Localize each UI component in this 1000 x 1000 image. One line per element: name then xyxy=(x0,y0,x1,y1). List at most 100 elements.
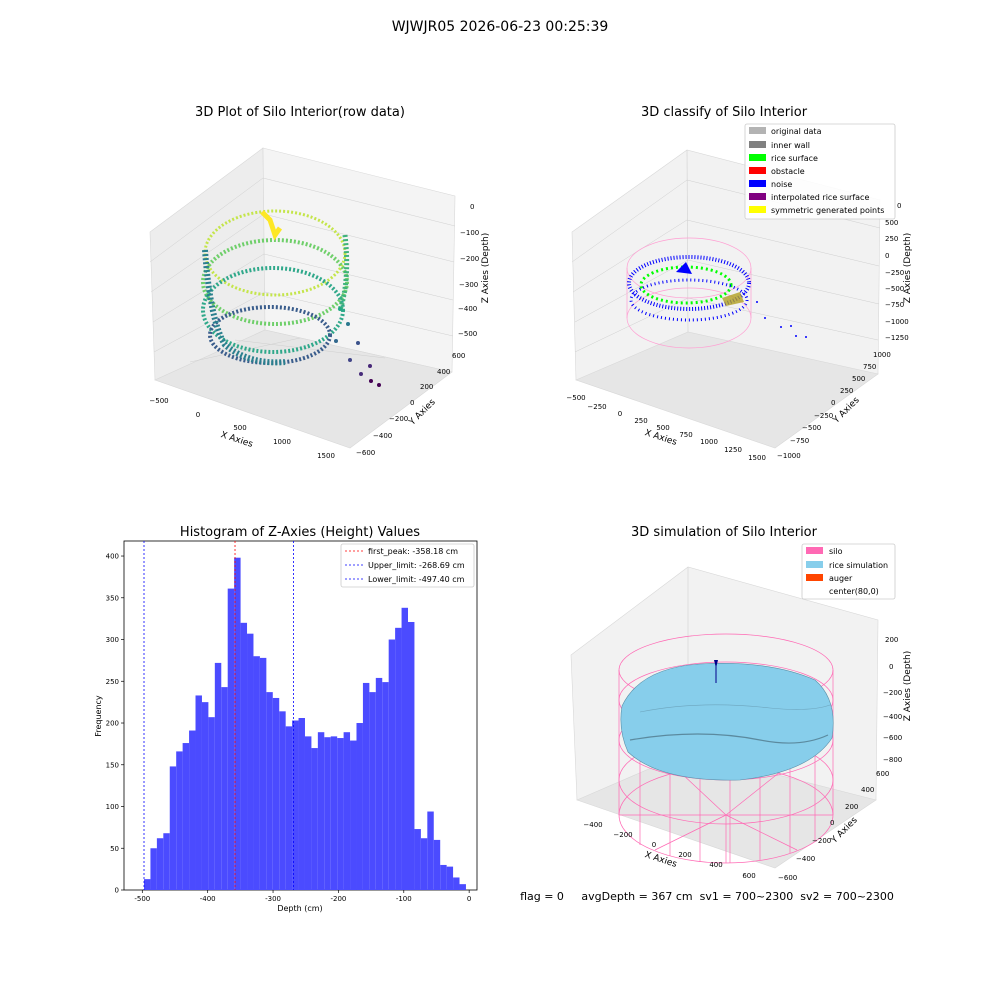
histogram-bar xyxy=(247,633,254,890)
raw-ytick: −200 xyxy=(389,415,408,423)
legend-swatch xyxy=(749,193,766,200)
legend-label: interpolated rice surface xyxy=(771,193,869,202)
classify-ztick: −250 xyxy=(885,269,904,277)
histogram-ytick-label: 350 xyxy=(106,594,119,602)
sim-xtick: −200 xyxy=(613,831,632,839)
legend-label: rice surface xyxy=(771,154,818,163)
histogram-bar xyxy=(189,730,196,890)
histogram-bar xyxy=(356,723,363,890)
histogram-bar xyxy=(266,692,273,890)
histogram-ytick-label: 200 xyxy=(106,720,119,728)
raw-zlabel: Z Axies (Depth) xyxy=(481,233,491,304)
status-summary-text: flag = 0 avgDepth = 367 cm sv1 = 700~230… xyxy=(520,890,894,903)
raw-ytick: 200 xyxy=(420,383,433,391)
histogram-legend: first_peak: -358.18 cm Upper_limit: -268… xyxy=(340,543,475,588)
sim-xtick: −400 xyxy=(583,821,602,829)
classify-xtick: 1250 xyxy=(724,446,742,454)
panel-raw-title: 3D Plot of Silo Interior(row data) xyxy=(195,105,405,120)
sim-ztick: −200 xyxy=(883,689,902,697)
histogram-bar xyxy=(214,662,222,890)
histogram-bar xyxy=(382,682,389,890)
sim-xtick: 200 xyxy=(678,851,691,859)
sim-ztick: 200 xyxy=(885,636,898,644)
histogram-ytick-label: 100 xyxy=(106,803,119,811)
histogram-ytick-label: 400 xyxy=(106,553,119,561)
panel-raw-3d[interactable]: 3D Plot of Silo Interior(row data) −500 xyxy=(149,105,491,460)
histogram-bar xyxy=(182,743,190,890)
histogram-bar xyxy=(285,726,293,890)
legend-label: rice simulation xyxy=(829,561,888,570)
sim-ytick: −200 xyxy=(812,837,831,845)
raw-ytick: −400 xyxy=(373,432,392,440)
legend-swatch xyxy=(806,561,823,568)
histogram-bar xyxy=(292,720,299,890)
histogram-xticks: -500 -400 -300 -200 -100 0 xyxy=(134,890,471,903)
sim-ztick: −800 xyxy=(883,756,902,764)
legend-label: auger xyxy=(829,574,853,583)
classify-ytick: −1000 xyxy=(777,452,801,460)
panel-simulation-title: 3D simulation of Silo Interior xyxy=(631,525,818,540)
histogram-bar xyxy=(337,738,344,890)
legend-label: symmetric generated points xyxy=(771,206,884,215)
histogram-bar xyxy=(453,877,460,890)
histogram-bar xyxy=(227,588,235,890)
classify-ytick: 500 xyxy=(852,375,865,383)
histogram-bars xyxy=(144,557,466,890)
classify-ytick: −500 xyxy=(802,424,821,432)
legend-label: original data xyxy=(771,127,822,136)
raw-xlabel: X Axies xyxy=(219,430,254,450)
sim-ztick: 0 xyxy=(889,663,893,671)
histogram-bar xyxy=(317,732,325,890)
histogram-bar xyxy=(279,711,286,890)
raw-ytick: 400 xyxy=(437,368,450,376)
histogram-bar xyxy=(163,833,170,890)
histogram-ytick-label: 0 xyxy=(115,887,119,895)
classify-yticks: 1000 750 500 250 0 −250 −500 −750 −1000 xyxy=(777,351,891,460)
classify-xtick: 0 xyxy=(618,410,622,418)
legend-label: noise xyxy=(771,180,792,189)
sim-xtick: 400 xyxy=(709,861,722,869)
legend-swatch xyxy=(749,180,766,187)
sim-ytick: 200 xyxy=(845,803,858,811)
histogram-xtick-label: 0 xyxy=(467,895,471,903)
histogram-bar xyxy=(427,811,434,890)
panel-histogram[interactable]: Histogram of Z-Axies (Height) Values -50… xyxy=(94,525,478,913)
classify-xtick: 1500 xyxy=(748,454,766,462)
classify-xtick: 1000 xyxy=(700,438,718,446)
classify-xtick: −250 xyxy=(587,403,606,411)
classify-xtick: 500 xyxy=(656,424,669,432)
raw-ztick: −100 xyxy=(460,229,479,237)
classify-ztick: −750 xyxy=(885,301,904,309)
classify-ytick: 0 xyxy=(831,399,835,407)
histogram-xtick-label: -200 xyxy=(330,895,346,903)
histogram-yticks: 0 50 100 150 200 250 300 350 400 xyxy=(106,553,124,895)
sim-ytick: 400 xyxy=(861,786,874,794)
legend-swatch xyxy=(749,206,766,213)
histogram-bar xyxy=(259,657,267,890)
sim-ytick: 0 xyxy=(830,819,834,827)
classify-xtick: 250 xyxy=(634,417,647,425)
sim-ytick: −400 xyxy=(796,855,815,863)
histogram-ytick-label: 150 xyxy=(106,761,119,769)
histogram-xtick-label: -300 xyxy=(265,895,281,903)
classify-ztick: 0 xyxy=(897,202,901,210)
legend-swatch xyxy=(806,574,823,581)
panel-classify-3d[interactable]: 3D classify of Silo Interior −500 −250 0 xyxy=(566,105,913,462)
sim-ztick: −400 xyxy=(883,713,902,721)
histogram-bar xyxy=(234,557,241,890)
panel-simulation-3d[interactable]: 3D simulation of Silo Interior xyxy=(570,525,913,882)
legend-label: silo xyxy=(829,547,843,556)
classify-ztick: 0 xyxy=(885,252,889,260)
histogram-ylabel: Frequency xyxy=(94,695,103,737)
legend-swatch xyxy=(749,141,766,148)
raw-xtick: −500 xyxy=(149,397,168,405)
legend-label: obstacle xyxy=(771,167,805,176)
panel-classify-title: 3D classify of Silo Interior xyxy=(641,105,808,120)
histogram-xtick-label: -100 xyxy=(396,895,412,903)
sim-xticks: −400 −200 0 200 400 600 xyxy=(583,821,755,880)
histogram-bar xyxy=(150,848,157,890)
histogram-bar xyxy=(395,627,402,890)
classify-point-cloud xyxy=(626,237,807,349)
legend-label: center(80,0) xyxy=(829,587,879,596)
